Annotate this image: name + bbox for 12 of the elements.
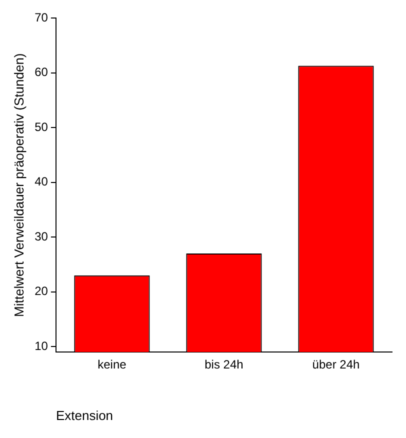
y-tick-label: 50 bbox=[34, 120, 48, 134]
y-tick-label: 10 bbox=[34, 338, 48, 353]
y-axis-title: Mittelwert Verweildauer präoperativ (Stunden) bbox=[11, 53, 26, 317]
x-tick-label: bis 24h bbox=[204, 358, 244, 372]
y-tick-label: 40 bbox=[34, 174, 48, 189]
y-tick-label: 60 bbox=[34, 65, 48, 80]
x-tick-label: keine bbox=[98, 358, 127, 372]
x-axis-title: Extension bbox=[56, 408, 114, 423]
y-tick-label: 30 bbox=[34, 229, 48, 244]
y-tick-label: 20 bbox=[34, 284, 48, 298]
y-tick-label: 70 bbox=[34, 10, 48, 25]
x-tick-label: über 24h bbox=[312, 358, 360, 372]
